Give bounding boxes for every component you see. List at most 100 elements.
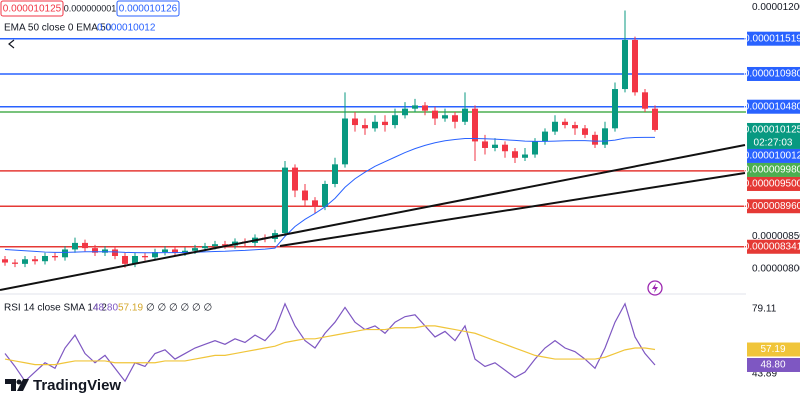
candle-body bbox=[462, 108, 468, 122]
rsi-pane bbox=[4, 302, 656, 383]
candle-body bbox=[522, 154, 528, 158]
candle-body bbox=[612, 89, 618, 129]
price-label-text: 57.19 bbox=[760, 344, 785, 355]
price-label: 0.000011519 bbox=[744, 31, 800, 46]
candle-body bbox=[222, 244, 228, 246]
price-label: 0.000010125 02:27:03 bbox=[744, 122, 800, 149]
candle-body bbox=[552, 121, 558, 132]
ema-line bbox=[4, 136, 655, 254]
candle-body bbox=[82, 242, 88, 249]
candle-body bbox=[572, 125, 578, 129]
candle-body bbox=[2, 259, 8, 263]
candle-body bbox=[362, 125, 368, 129]
candle-body bbox=[412, 105, 418, 109]
logo-mark bbox=[5, 379, 29, 391]
candle-body bbox=[32, 259, 38, 262]
candle-body bbox=[652, 108, 658, 130]
candle-body bbox=[542, 131, 548, 142]
candle-body bbox=[402, 108, 408, 116]
candle-body bbox=[482, 141, 488, 148]
candle-body bbox=[42, 255, 48, 262]
logo-dot bbox=[16, 379, 22, 385]
price-label-box bbox=[747, 122, 800, 149]
price-label-text: 0.000010012 bbox=[744, 151, 800, 162]
candle-body bbox=[622, 39, 628, 90]
candle-body bbox=[312, 200, 318, 207]
logo: TradingView bbox=[5, 377, 121, 394]
legend: 0.000010125 0.000000001 0.000010126 EMA … bbox=[0, 0, 212, 314]
price-label: 0.000009980 bbox=[744, 162, 800, 177]
price-label-text: 0.000010480 bbox=[744, 101, 800, 112]
candle-body bbox=[602, 128, 608, 145]
candle-body bbox=[292, 167, 298, 191]
candle-body bbox=[632, 39, 638, 93]
price-label: 0.000010480 bbox=[744, 99, 800, 114]
alert-icon[interactable] bbox=[647, 280, 663, 296]
candle-body bbox=[22, 259, 28, 264]
candle-body bbox=[132, 255, 138, 264]
candle-body bbox=[202, 246, 208, 249]
rsi-value: 48.80 bbox=[93, 303, 118, 314]
candle-body bbox=[52, 255, 58, 258]
candle-body bbox=[212, 244, 218, 247]
logo-text: TradingView bbox=[33, 377, 121, 394]
price-label-text: 0.000011519 bbox=[744, 33, 800, 44]
y-tick-label: 0.000008500 bbox=[752, 231, 800, 242]
candle-body bbox=[422, 105, 428, 111]
price-pane bbox=[0, 10, 746, 268]
candle-body bbox=[302, 190, 308, 201]
candle-body bbox=[582, 128, 588, 135]
candle-body bbox=[592, 134, 598, 145]
candle-body bbox=[452, 115, 458, 122]
price-label: 0.000010980 bbox=[744, 66, 800, 81]
candle-body bbox=[562, 121, 568, 126]
rsi-extra: ∅ ∅ ∅ ∅ ∅ ∅ bbox=[146, 303, 212, 314]
price-label-text: 0.000010980 bbox=[744, 69, 800, 80]
collapse-icon[interactable] bbox=[8, 39, 15, 49]
legend-box bbox=[0, 0, 64, 17]
candle-body bbox=[182, 250, 188, 253]
price-axis: 0.000012000 0.000008500 0.000008000 0.00001… bbox=[744, 2, 800, 380]
legend-value: 0.000010126 bbox=[119, 4, 178, 15]
price-label: 0.000010012 bbox=[744, 148, 800, 163]
candle-body bbox=[472, 108, 478, 142]
candle-body bbox=[162, 249, 168, 253]
y-tick-label: 0.000012000 bbox=[752, 2, 800, 13]
price-label-text: 0.000009500 bbox=[744, 179, 800, 190]
price-label-box bbox=[747, 148, 800, 163]
candle-body bbox=[642, 92, 648, 109]
candle-body bbox=[192, 248, 198, 251]
trend-line bbox=[279, 172, 746, 247]
price-label: 48.80 bbox=[747, 357, 800, 372]
candle-body bbox=[12, 262, 18, 264]
price-label: 0.000009500 bbox=[744, 176, 800, 191]
price-label: 0.000008341 bbox=[744, 239, 800, 254]
price-label: 0.000008960 bbox=[744, 199, 800, 214]
alert-bolt[interactable] bbox=[652, 283, 658, 293]
candle-body bbox=[152, 252, 158, 258]
price-label-box bbox=[747, 357, 800, 372]
y-tick-label: 43.89 bbox=[752, 369, 777, 380]
candle-body bbox=[112, 249, 118, 256]
price-label-box bbox=[747, 31, 800, 46]
price-label-box bbox=[747, 239, 800, 254]
legend-box bbox=[116, 0, 180, 17]
candle-body bbox=[172, 249, 178, 253]
trend-line bbox=[0, 144, 746, 291]
candle-body bbox=[92, 248, 98, 253]
candle-body bbox=[372, 121, 378, 129]
rsi-line bbox=[4, 302, 656, 383]
price-label-text: 48.80 bbox=[760, 360, 785, 371]
price-label-box bbox=[747, 162, 800, 177]
price-label: 57.19 bbox=[747, 342, 800, 357]
price-label-box bbox=[747, 66, 800, 81]
candle-body bbox=[382, 121, 388, 126]
price-label-text: 0.000008960 bbox=[744, 201, 800, 212]
y-tick-label: 79.11 bbox=[752, 304, 777, 315]
candle-body bbox=[102, 249, 108, 253]
candle-body bbox=[122, 255, 128, 264]
candle-body bbox=[492, 144, 498, 148]
indicator-name: EMA 50 close 0 EMA 50 bbox=[4, 23, 112, 34]
price-label-text: 0.000010125 bbox=[744, 125, 800, 136]
